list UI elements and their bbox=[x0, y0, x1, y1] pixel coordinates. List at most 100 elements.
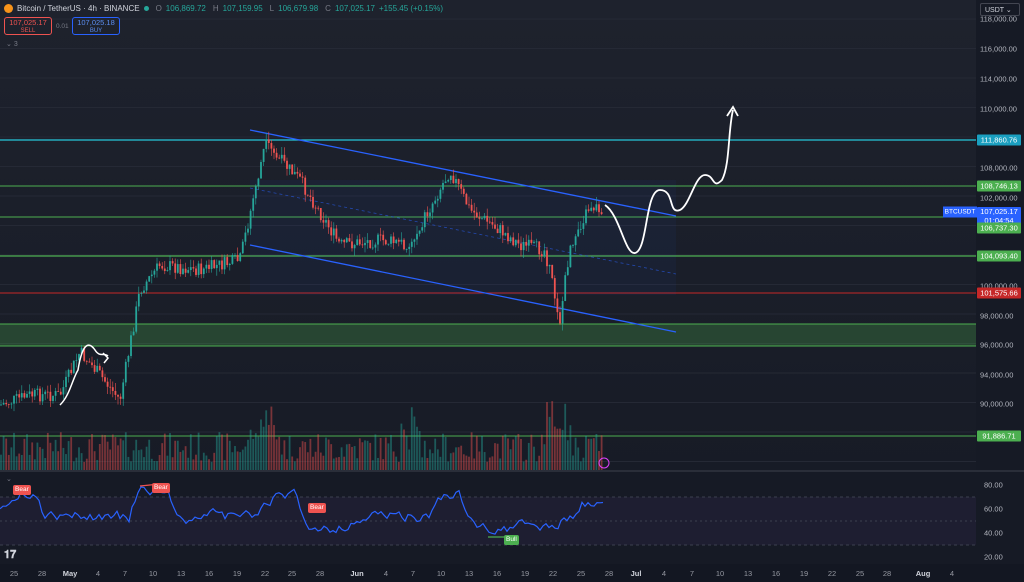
candle-body bbox=[488, 221, 491, 223]
volume-bar bbox=[223, 460, 226, 470]
volume-bar bbox=[254, 433, 257, 470]
volume-bar bbox=[561, 429, 564, 470]
time-axis[interactable] bbox=[0, 564, 1024, 582]
channel-lower-line bbox=[249, 244, 677, 333]
drawn-path bbox=[59, 344, 109, 406]
volume-bar bbox=[507, 438, 509, 470]
time-tick: 16 bbox=[771, 569, 781, 578]
rsi-tick: 60.00 bbox=[984, 504, 1003, 514]
price-tick: 94,000.00 bbox=[980, 370, 1014, 380]
candle-body bbox=[244, 232, 247, 242]
volume-bar bbox=[317, 434, 320, 470]
price-chart-canvas[interactable] bbox=[0, 0, 976, 470]
price-tick: 100,000.00 bbox=[980, 281, 1018, 291]
volume-bar bbox=[592, 438, 595, 470]
buy-button[interactable]: 107,025.18 BUY bbox=[72, 17, 120, 35]
symbol-title[interactable]: Bitcoin / TetherUS · 4h · BINANCE bbox=[17, 4, 140, 13]
volume-bar bbox=[449, 453, 452, 470]
price-axis[interactable] bbox=[976, 0, 1024, 470]
time-tick: 13 bbox=[464, 569, 474, 578]
rsi-collapse-toggle[interactable]: ⌄ bbox=[6, 476, 12, 483]
volume-bar bbox=[301, 441, 304, 470]
volume-bar bbox=[122, 440, 125, 470]
volume-bar bbox=[293, 461, 296, 470]
candle-body bbox=[595, 204, 598, 211]
time-tick: 16 bbox=[492, 569, 502, 578]
volume-bar bbox=[91, 434, 93, 470]
level-label-red[interactable]: 101,575.66 bbox=[977, 287, 1021, 299]
volume-bar bbox=[137, 450, 140, 470]
volume-bar bbox=[358, 438, 361, 470]
channel-mid-line bbox=[249, 187, 677, 275]
tradingview-logo-icon[interactable]: 𝟏𝟕 bbox=[4, 549, 17, 561]
candle-body bbox=[202, 268, 205, 275]
volume-bar bbox=[348, 443, 351, 470]
level-label-mid[interactable]: 106,737.30 bbox=[977, 222, 1021, 234]
volume-bar bbox=[231, 452, 234, 470]
level-label-low[interactable]: 91,886.71 bbox=[977, 430, 1021, 442]
drawn-arrow-icon bbox=[102, 352, 110, 364]
candle-body bbox=[223, 257, 226, 270]
volume-bar bbox=[158, 455, 161, 470]
volume-bar bbox=[353, 446, 356, 470]
volume-bar bbox=[20, 455, 23, 470]
candle-body bbox=[434, 200, 437, 204]
level-label-resistance-top[interactable]: 111,860.76 bbox=[977, 134, 1021, 146]
candle-body bbox=[413, 239, 416, 242]
volume-bar bbox=[371, 460, 374, 470]
price-tick: 98,000.00 bbox=[980, 311, 1014, 321]
candle-body bbox=[335, 228, 338, 239]
candle-body bbox=[280, 154, 283, 159]
candle-body bbox=[332, 228, 335, 236]
candle-body bbox=[270, 142, 273, 149]
candle-body bbox=[543, 250, 546, 257]
volume-bar bbox=[72, 461, 75, 470]
volume-bar bbox=[275, 439, 278, 470]
volume-bar bbox=[379, 437, 382, 470]
time-tick: 22 bbox=[827, 569, 837, 578]
volume-bar bbox=[197, 432, 200, 470]
candle-body bbox=[72, 360, 75, 374]
indicators-toggle[interactable]: ⌄ 3 bbox=[6, 41, 18, 48]
candle-body bbox=[101, 370, 104, 378]
price-tick: 96,000.00 bbox=[980, 340, 1014, 350]
candle-body bbox=[197, 263, 200, 275]
alert-clock-icon bbox=[598, 457, 610, 469]
time-tick: 10 bbox=[148, 569, 158, 578]
candle-body bbox=[65, 376, 67, 388]
candle-body bbox=[501, 225, 504, 236]
rsi-pane[interactable] bbox=[0, 472, 976, 564]
candle-body bbox=[132, 331, 135, 336]
candle-body bbox=[390, 236, 392, 244]
rsi-line bbox=[0, 485, 604, 535]
current-price-label[interactable]: 107,025.17 01:04:54 bbox=[977, 207, 1021, 227]
currency-selector[interactable]: USDT ⌄ bbox=[980, 3, 1020, 16]
volume-bar bbox=[65, 454, 67, 470]
candle-body bbox=[348, 238, 351, 242]
candle-body bbox=[507, 233, 509, 242]
volume-bar bbox=[538, 455, 541, 470]
volume-bar bbox=[98, 443, 101, 470]
volume-bar bbox=[52, 451, 54, 470]
volume-bar bbox=[587, 438, 590, 470]
time-tick: 28 bbox=[37, 569, 47, 578]
candle-body bbox=[527, 239, 530, 246]
volume-bar bbox=[520, 438, 522, 470]
candle-body bbox=[241, 241, 244, 254]
volume-bar bbox=[18, 453, 21, 470]
candle-body bbox=[314, 207, 317, 209]
pane-separator[interactable] bbox=[0, 470, 1024, 472]
volume-bar bbox=[195, 454, 197, 470]
candle-body bbox=[91, 362, 93, 366]
level-label-support[interactable]: 104,093.40 bbox=[977, 250, 1021, 262]
level-label-resistance[interactable]: 108,746.13 bbox=[977, 180, 1021, 192]
candle-body bbox=[122, 382, 125, 399]
rsi-axis[interactable] bbox=[976, 472, 1024, 564]
candle-body bbox=[161, 266, 164, 269]
candle-body bbox=[124, 361, 127, 383]
candle-body bbox=[572, 245, 574, 246]
sell-button[interactable]: 107,025.17 SELL bbox=[4, 17, 52, 35]
bitcoin-logo-icon bbox=[4, 4, 13, 13]
price-chart-pane[interactable] bbox=[0, 0, 976, 470]
volume-bar bbox=[153, 461, 156, 470]
